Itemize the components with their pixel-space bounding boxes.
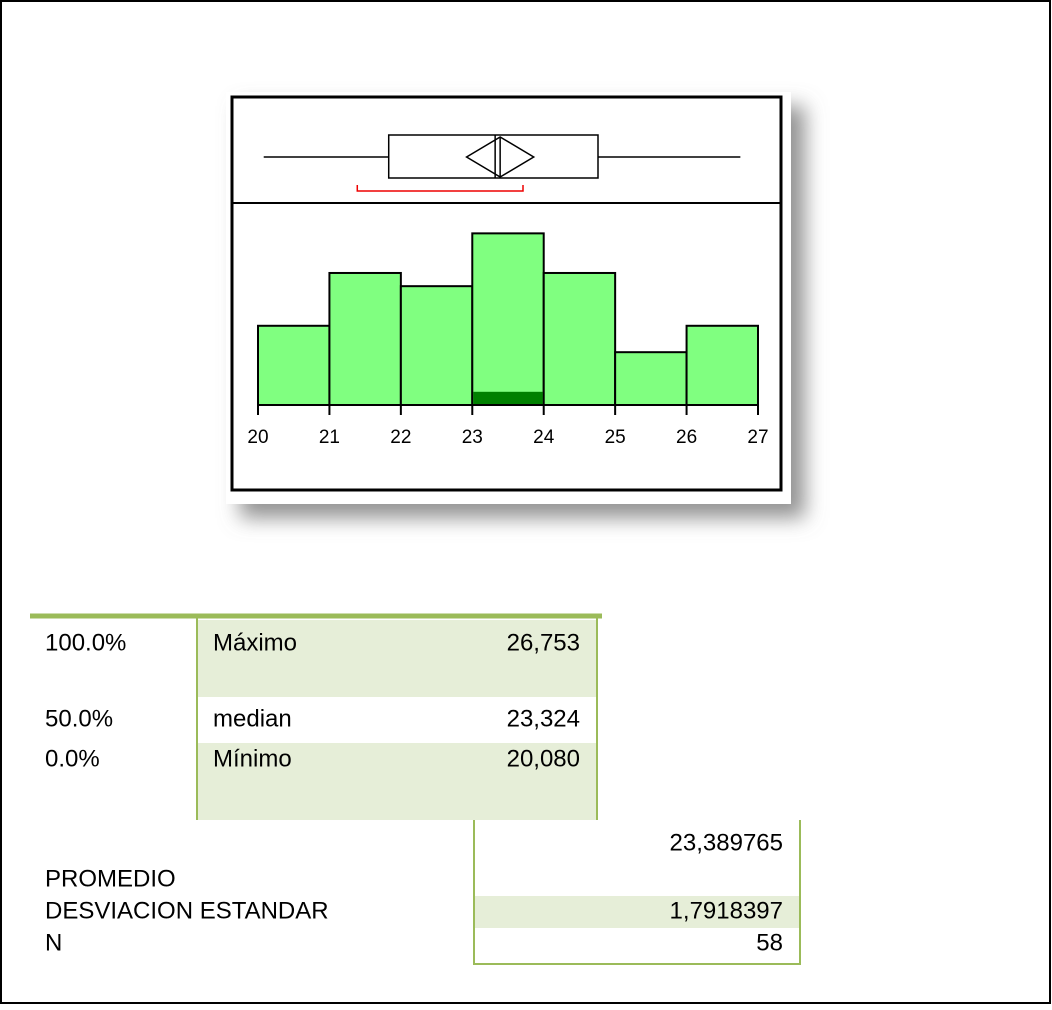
moment-value: 23,389765 xyxy=(670,829,783,856)
moment-value: 58 xyxy=(756,929,783,956)
bar xyxy=(542,271,617,406)
moment-name: N xyxy=(45,929,62,956)
quantile-level: 100.0% xyxy=(45,629,126,656)
mean-diamond xyxy=(465,136,536,178)
row-bg xyxy=(196,620,597,697)
row-bg xyxy=(474,896,800,928)
x-tick-label: 25 xyxy=(605,427,626,448)
x-tick-label: 22 xyxy=(390,427,411,448)
bar xyxy=(399,285,474,407)
row-bg xyxy=(196,743,597,820)
bar xyxy=(328,271,402,406)
x-tick-label: 26 xyxy=(676,427,697,448)
quantile-value: 23,324 xyxy=(507,705,580,732)
x-tick-label: 27 xyxy=(747,427,768,448)
bar xyxy=(614,351,688,407)
bar xyxy=(471,232,545,406)
x-tick-label: 24 xyxy=(533,427,555,448)
x-tick-label: 21 xyxy=(319,427,340,448)
moment-name: PROMEDIO xyxy=(45,865,176,892)
x-tick-label: 20 xyxy=(247,427,268,448)
moment-name: DESVIACION ESTANDAR xyxy=(45,897,329,924)
quantile-value: 20,080 xyxy=(507,745,580,772)
quantile-value: 26,753 xyxy=(507,629,580,656)
bar xyxy=(257,324,331,406)
highlight-bar xyxy=(473,391,543,404)
shortest-half xyxy=(356,185,524,192)
quantile-name: Máximo xyxy=(213,629,297,656)
x-tick-label: 23 xyxy=(462,427,483,448)
bar xyxy=(685,324,759,406)
quantile-name: Mínimo xyxy=(213,745,292,772)
quantile-level: 50.0% xyxy=(45,705,113,732)
quantile-name: median xyxy=(213,705,292,732)
quantile-level: 0.0% xyxy=(45,745,100,772)
box xyxy=(387,134,599,179)
moment-value: 1,7918397 xyxy=(670,897,783,924)
